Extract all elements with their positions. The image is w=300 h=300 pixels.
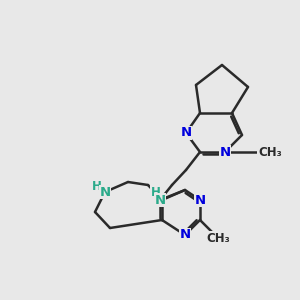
Text: N: N xyxy=(99,185,111,199)
Text: N: N xyxy=(219,146,231,158)
Text: N: N xyxy=(154,194,166,206)
Text: N: N xyxy=(179,229,191,242)
Text: N: N xyxy=(180,127,192,140)
Text: CH₃: CH₃ xyxy=(258,146,282,158)
Text: H: H xyxy=(92,179,102,193)
Text: CH₃: CH₃ xyxy=(206,232,230,244)
Text: N: N xyxy=(194,194,206,206)
Text: H: H xyxy=(151,185,161,199)
